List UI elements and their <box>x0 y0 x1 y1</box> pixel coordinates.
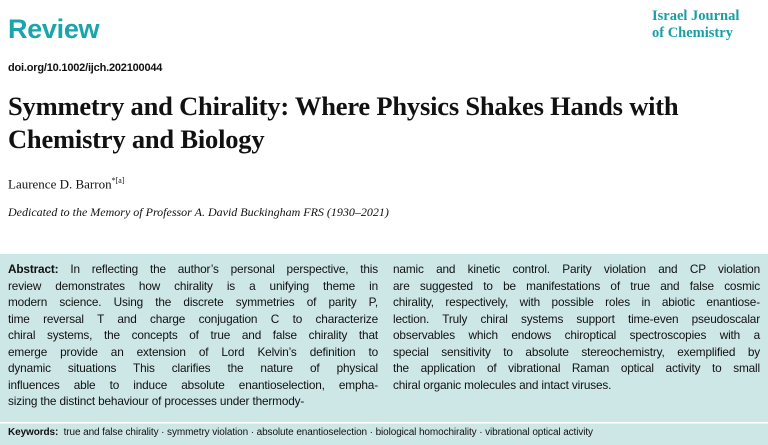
abstract-right-column: namic and kinetic control. Parity violat… <box>393 261 760 393</box>
keywords: Keywords: true and false chirality · sym… <box>8 427 593 438</box>
abstract-line: the application of vibrational Raman opt… <box>393 360 760 377</box>
abstract-line-text: are suggested to be manifestations of tr… <box>393 278 760 293</box>
keywords-label: Keywords: <box>8 427 59 438</box>
abstract-line: dynamic situations This clarifies the na… <box>8 360 378 377</box>
abstract-line-text: modern science. Using the discrete symme… <box>8 295 378 309</box>
abstract-line: namic and kinetic control. Parity violat… <box>393 261 760 278</box>
abstract-line: influences able to induce absolute enant… <box>8 377 378 394</box>
dedication: Dedicated to the Memory of Professor A. … <box>8 205 389 219</box>
abstract-line-text: emerge provide an extension of Lord Kelv… <box>8 344 378 359</box>
abstract-line: chiral organic molecules and intact viru… <box>393 377 760 394</box>
abstract-label: Abstract: <box>8 262 59 276</box>
abstract-line: chiral systems, the concepts of true and… <box>8 327 378 344</box>
abstract-line-text: observables which endows chiroptical spe… <box>393 328 760 342</box>
abstract-line-text: influences able to induce absolute enant… <box>8 377 378 392</box>
abstract-line-text: chirality, respectively, with possible r… <box>393 295 760 309</box>
author-name: Laurence D. Barron <box>8 176 112 192</box>
abstract-line-text: time reversal T and charge conjugation C… <box>8 311 378 326</box>
abstract-line: are suggested to be manifestations of tr… <box>393 278 760 295</box>
abstract-line-text: namic and kinetic control. Parity violat… <box>393 262 760 276</box>
journal-name-line2: of Chemistry <box>652 25 733 41</box>
abstract-line: review demonstrates how chirality is a u… <box>8 278 378 295</box>
abstract-line: observables which endows chiroptical spe… <box>393 327 760 344</box>
abstract-left-column: Abstract: In reflecting the author’s per… <box>8 261 378 410</box>
abstract-line-text: review demonstrates how chirality is a u… <box>8 278 378 293</box>
doi-link[interactable]: doi.org/10.1002/ijch.202100044 <box>8 62 163 74</box>
author-affiliation-mark: *[a] <box>111 176 125 185</box>
abstract-line: sizing the distinct behaviour of process… <box>8 393 378 410</box>
keywords-box <box>0 423 768 445</box>
journal-name: Israel Journal of Chemistry <box>652 8 739 42</box>
abstract-line: modern science. Using the discrete symme… <box>8 294 378 311</box>
keywords-text: true and false chirality · symmetry viol… <box>63 427 593 438</box>
abstract-line-text: lection. Truly chiral systems support ti… <box>393 311 760 326</box>
abstract-line: Abstract: In reflecting the author’s per… <box>8 261 378 278</box>
abstract-line-text: special sensitivity to absolute stereoch… <box>393 344 760 359</box>
abstract-box <box>0 254 768 422</box>
article-title: Symmetry and Chirality: Where Physics Sh… <box>8 91 679 154</box>
abstract-line-text: dynamic situations This clarifies the na… <box>8 361 378 375</box>
abstract-line: lection. Truly chiral systems support ti… <box>393 311 760 328</box>
abstract-line: time reversal T and charge conjugation C… <box>8 311 378 328</box>
abstract-line-text: In reflecting the author’s personal pers… <box>70 262 378 276</box>
journal-name-line1: Israel Journal <box>652 8 740 24</box>
abstract-line-text: the application of vibrational Raman opt… <box>393 361 760 375</box>
abstract-line: emerge provide an extension of Lord Kelv… <box>8 344 378 361</box>
abstract-line-text: sizing the distinct behaviour of process… <box>8 394 305 408</box>
section-label: Review <box>8 14 100 44</box>
abstract-line: special sensitivity to absolute stereoch… <box>393 344 760 361</box>
abstract-line-text: chiral organic molecules and intact viru… <box>393 377 612 392</box>
abstract-line: chirality, respectively, with possible r… <box>393 294 760 311</box>
author: Laurence D. Barron*[a] <box>8 176 124 192</box>
abstract-line-text: chiral systems, the concepts of true and… <box>8 328 378 342</box>
